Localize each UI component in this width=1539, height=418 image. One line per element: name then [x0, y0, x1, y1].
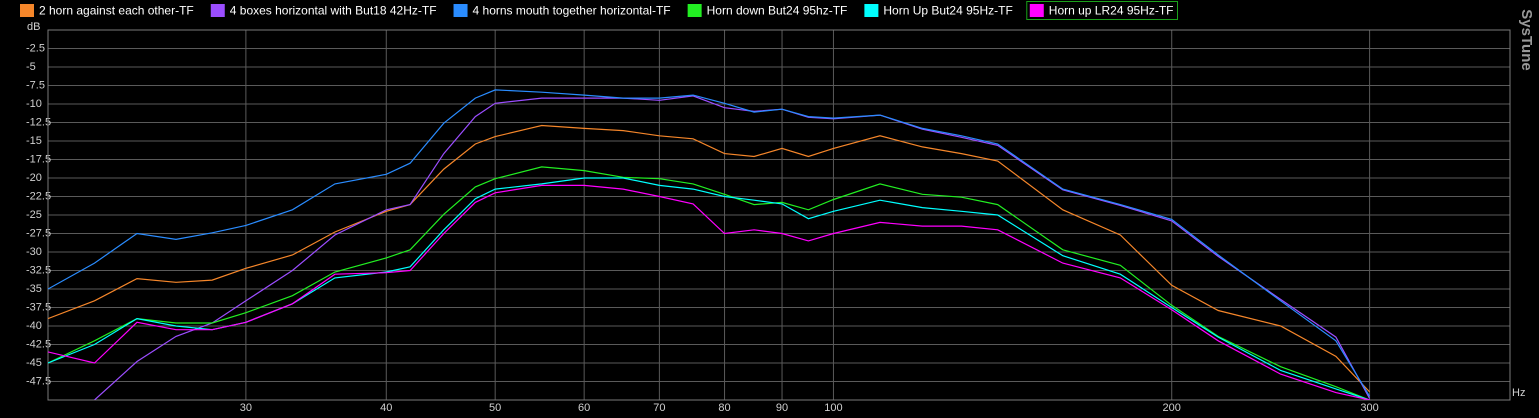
y-tick-label: -20 — [26, 172, 42, 184]
y-tick-label: -27.5 — [26, 227, 51, 239]
y-tick-label: -2.5 — [26, 42, 45, 54]
y-tick-label: -35 — [26, 283, 42, 295]
x-tick-label: 300 — [1360, 402, 1378, 414]
x-tick-label: 200 — [1163, 402, 1181, 414]
y-tick-label: -5 — [26, 61, 36, 73]
y-tick-label: -22.5 — [26, 190, 51, 202]
brand: SysTune — [1518, 9, 1535, 70]
series-line — [48, 184, 1370, 400]
y-tick-label: -42.5 — [26, 338, 51, 350]
y-tick-label: -17.5 — [26, 153, 51, 165]
legend-item[interactable]: Horn Up But24 95Hz-TF — [864, 4, 1013, 18]
legend-swatch — [453, 4, 468, 17]
legend-item[interactable]: Horn down But24 95hz-TF — [687, 4, 848, 18]
x-tick-label: 70 — [653, 402, 665, 414]
y-tick-label: -47.5 — [26, 375, 51, 387]
y-tick-label: -12.5 — [26, 116, 51, 128]
x-tick-label: 100 — [824, 402, 842, 414]
x-tick-label: 50 — [489, 402, 501, 414]
y-tick-label: -37.5 — [26, 301, 51, 313]
legend-item[interactable]: Horn up LR24 95Hz-TF — [1026, 1, 1178, 20]
series-line — [48, 89, 1371, 397]
legend-swatch — [687, 4, 702, 17]
legend-swatch — [20, 4, 34, 17]
series-line — [48, 124, 1371, 393]
y-tick-label: -10 — [26, 98, 42, 110]
legend-swatch — [864, 4, 879, 17]
legend-label: 4 horns mouth together horizontal-TF — [473, 4, 671, 18]
y-axis-label: dB — [27, 21, 40, 33]
y-tick-label: -45 — [26, 357, 42, 369]
x-tick-label: 40 — [380, 402, 392, 414]
legend-label: 4 boxes horizontal with But18 42Hz-TF — [230, 4, 437, 18]
legend-item[interactable]: 4 boxes horizontal with But18 42Hz-TF — [210, 4, 437, 18]
x-tick-label: 30 — [240, 402, 252, 414]
series-line — [48, 166, 1370, 400]
legend-selected-frame — [1026, 1, 1178, 20]
x-tick-label: 80 — [718, 402, 730, 414]
y-tick-label: -25 — [26, 209, 42, 221]
legend-label: Horn up LR24 95Hz-TF — [1049, 4, 1174, 18]
plot-frame — [47, 29, 1511, 401]
legend-item[interactable]: 4 horns mouth together horizontal-TF — [453, 4, 671, 18]
legend-label: Horn Up But24 95Hz-TF — [883, 4, 1012, 18]
legend-swatch — [1029, 4, 1044, 17]
y-tick-label: -40 — [26, 320, 42, 332]
y-tick-label: -30 — [26, 246, 42, 258]
series-line — [94, 95, 1371, 400]
legend-swatch — [210, 4, 225, 17]
legend-item[interactable]: 2 horn against each other-TF — [20, 4, 194, 18]
x-axis-label: Hz — [1512, 387, 1525, 399]
legend-label: Horn down But24 95hz-TF — [707, 4, 848, 18]
x-tick-label: 60 — [578, 402, 590, 414]
y-tick-label: -15 — [26, 135, 42, 147]
legend-label: 2 horn against each other-TF — [39, 4, 194, 18]
y-tick-label: -7.5 — [26, 79, 45, 91]
y-tick-label: -32.5 — [26, 264, 51, 276]
x-tick-label: 90 — [776, 402, 788, 414]
